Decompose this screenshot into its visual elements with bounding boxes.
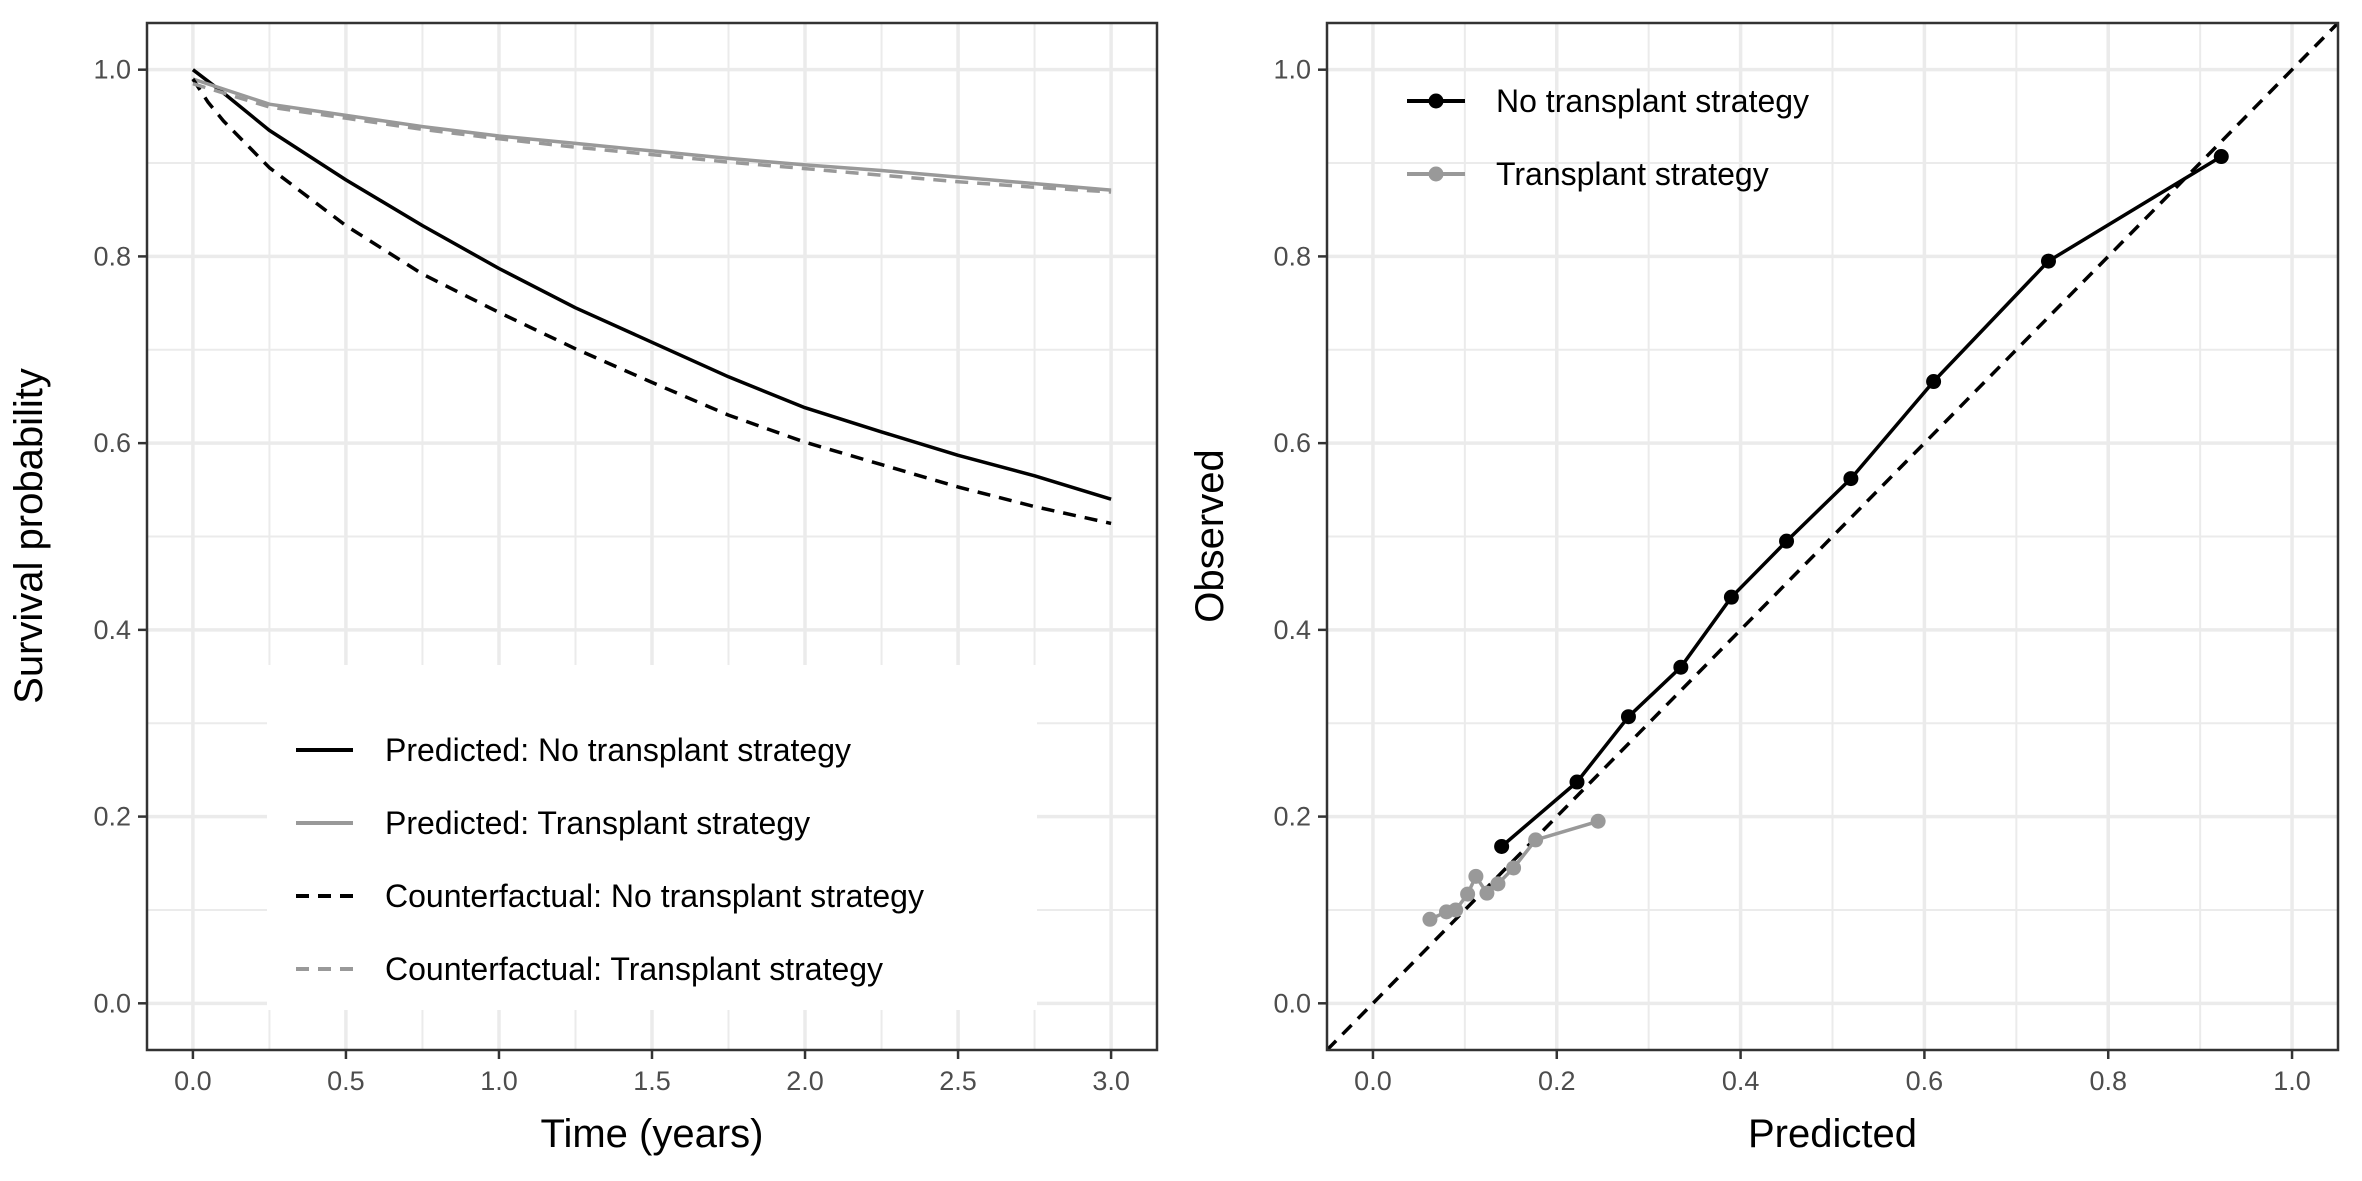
series-line-1 [1500, 155, 2223, 848]
legend-marker-2 [1428, 166, 1444, 182]
y-tick-label: 0.4 [1273, 615, 1311, 645]
plot-area [191, 68, 1112, 526]
x-tick-label: 0.0 [174, 1066, 212, 1096]
data-point [1448, 902, 1464, 918]
data-point [1673, 659, 1689, 675]
panel-border [1325, 21, 2340, 1052]
legend-label-2: Transplant strategy [1496, 156, 1769, 192]
x-tick-label: 1.0 [2273, 1066, 2311, 1096]
legend: No transplant strategy Transplant strateg… [1407, 83, 1809, 192]
series-line-1 [191, 68, 1112, 501]
gridlines [1327, 23, 2338, 1050]
series-line-3 [191, 78, 1112, 526]
y-tick-label: 1.0 [1273, 55, 1311, 85]
plot-area [1327, 23, 2338, 1050]
data-point [1843, 471, 1859, 487]
data-point [1926, 374, 1942, 390]
data-point [1590, 813, 1606, 829]
data-point [1479, 885, 1495, 901]
data-point [1506, 860, 1522, 876]
x-tick-label: 0.2 [1538, 1066, 1576, 1096]
y-tick-label: 0.0 [1273, 988, 1311, 1018]
x-tick-label: 1.0 [480, 1066, 518, 1096]
legend-label-3: Counterfactual: No transplant strategy [385, 878, 924, 914]
legend-label-2: Predicted: Transplant strategy [385, 805, 810, 841]
data-point [1490, 876, 1506, 892]
y-axis-title: Survival probability [7, 368, 51, 704]
data-point [2213, 149, 2229, 165]
y-tick-label: 0.6 [1273, 428, 1311, 458]
y-tick-label: 0.8 [93, 241, 131, 271]
legend-label-1: No transplant strategy [1496, 83, 1809, 119]
y-tick-label: 0.8 [1273, 241, 1311, 271]
series-line-4 [192, 82, 1112, 194]
y-tick-label: 0.0 [93, 988, 131, 1018]
panel-1: 0.0 0.5 1.0 1.5 2.0 2.5 3.0 0.0 0.2 0.4 0.6 0.8 1.0 T… [7, 21, 1159, 1156]
data-point [2040, 253, 2056, 269]
x-tick-label: 0.8 [2089, 1066, 2127, 1096]
y-tick-label: 0.4 [93, 615, 131, 645]
identity-reference-line [1327, 23, 2338, 1050]
legend-marker-1 [1428, 93, 1444, 109]
y-tick-label: 0.2 [1273, 802, 1311, 832]
panel-2: 0.0 0.2 0.4 0.6 0.8 1.0 0.0 0.2 0.4 0.6 0.8 1.0 Pred… [1188, 21, 2340, 1156]
x-tick-label: 2.0 [786, 1066, 824, 1096]
x-tick-label: 0.5 [327, 1066, 365, 1096]
y-axis-title: Observed [1188, 449, 1232, 622]
x-tick-label: 0.0 [1354, 1066, 1392, 1096]
y-tick-label: 1.0 [93, 55, 131, 85]
x-axis-title: Time (years) [541, 1112, 764, 1156]
data-point [1620, 709, 1636, 725]
x-tick-label: 1.5 [633, 1066, 671, 1096]
data-point [1468, 868, 1484, 884]
data-point [1494, 838, 1510, 854]
data-point [1723, 589, 1739, 605]
legend: Predicted: No transplant strategy Predict… [267, 665, 1037, 1010]
y-tick-label: 0.6 [93, 428, 131, 458]
data-point [1569, 774, 1585, 790]
x-axis-title: Predicted [1748, 1112, 1917, 1156]
y-tick-label: 0.2 [93, 802, 131, 832]
legend-label-1: Predicted: No transplant strategy [385, 732, 851, 768]
legend-background [267, 665, 1037, 1010]
data-point [1779, 533, 1795, 549]
data-point [1528, 832, 1544, 848]
series-line-2 [192, 77, 1112, 192]
x-tick-label: 3.0 [1092, 1066, 1130, 1096]
x-tick-label: 0.6 [1906, 1066, 1944, 1096]
data-point [1460, 886, 1476, 902]
x-tick-label: 0.4 [1722, 1066, 1760, 1096]
data-point [1422, 911, 1438, 927]
x-tick-label: 2.5 [939, 1066, 977, 1096]
legend-label-4: Counterfactual: Transplant strategy [385, 951, 883, 987]
